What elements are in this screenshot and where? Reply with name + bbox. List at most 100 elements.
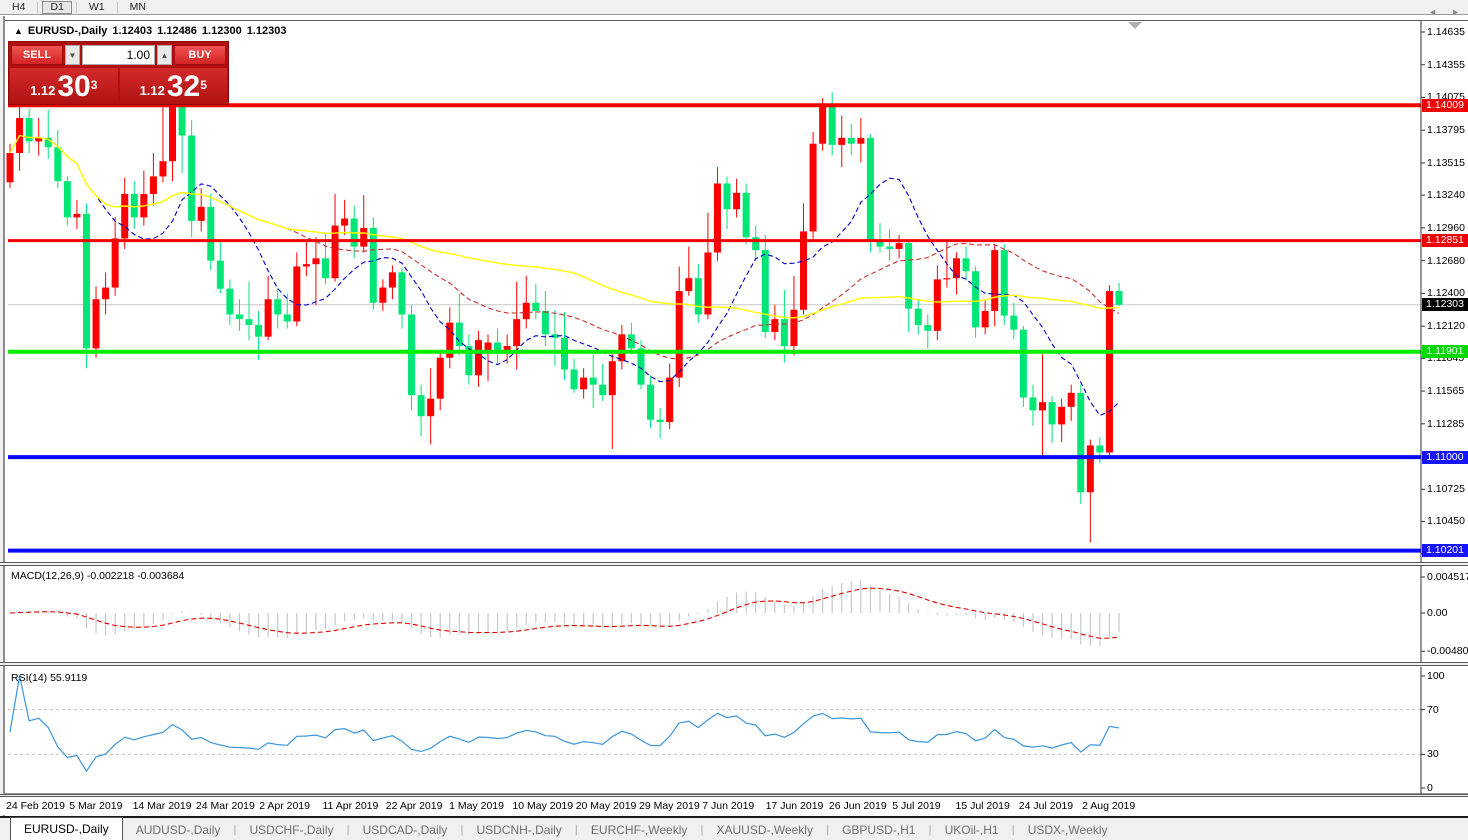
rsi-line <box>9 675 1120 773</box>
candle-body <box>25 117 33 142</box>
candle-body <box>63 181 71 218</box>
candle-body <box>1105 291 1113 453</box>
candle-body <box>369 227 377 303</box>
tab-gbpusd-h1[interactable]: GBPUSD-,H1 <box>842 822 916 837</box>
date-tick-label: 14 Mar 2019 <box>132 800 192 812</box>
collapse-trade-panel-icon[interactable]: ▲ <box>14 26 23 36</box>
tab-eurusd-daily[interactable]: EURUSD-,Daily <box>10 817 123 840</box>
price-tick-label: 1.11285 <box>1427 417 1465 430</box>
panel-separator[interactable] <box>0 562 1468 566</box>
candle-body <box>962 258 970 272</box>
price-tick-label: 1.14635 <box>1427 26 1465 38</box>
candle-body <box>321 258 329 279</box>
candle-body <box>398 272 406 315</box>
price-tick-label: 1.14355 <box>1427 58 1465 71</box>
timeframe-button-d1[interactable]: D1 <box>42 0 72 14</box>
timeframe-button-h4[interactable]: H4 <box>12 1 26 13</box>
tab-usdcad-daily[interactable]: USDCAD-,Daily <box>362 822 448 837</box>
tab-xauusd-weekly[interactable]: XAUUSD-,Weekly <box>716 822 813 837</box>
price-tick-label: 1.12120 <box>1427 320 1465 333</box>
candle-body <box>197 206 205 221</box>
candle-body <box>1000 250 1008 316</box>
candle-body <box>723 183 731 210</box>
date-tick-label: 15 Jul 2019 <box>955 800 1010 812</box>
price-badge: 1.12303 <box>1422 298 1468 312</box>
rsi-tick-label: 0 <box>1427 782 1433 794</box>
candle-body <box>637 348 645 385</box>
rsi-tick-label: 30 <box>1427 748 1439 761</box>
chart-shift-marker-icon[interactable] <box>1128 22 1142 29</box>
chart-header: ▲ EURUSD-,Daily 1.12403 1.12486 1.12300 … <box>14 25 286 37</box>
candle-body <box>771 319 779 332</box>
volume-input[interactable] <box>82 45 155 65</box>
candle-body <box>952 258 960 279</box>
tab-scroll-right-icon[interactable]: ► <box>1451 7 1460 17</box>
date-tick-label: 24 Feb 2019 <box>6 800 65 812</box>
candle-body <box>895 243 903 249</box>
buy-button[interactable]: BUY <box>174 45 226 65</box>
candle-body <box>188 135 196 221</box>
toolbar-separator <box>37 1 39 13</box>
candle-body <box>761 250 769 332</box>
tab-separator: | <box>574 822 578 836</box>
candle-body <box>245 319 253 325</box>
volume-increase-stepper[interactable]: ▲ <box>157 45 172 65</box>
sell-button[interactable]: SELL <box>11 45 63 65</box>
price-badge: 1.10201 <box>1422 544 1468 558</box>
candle-body <box>656 419 664 423</box>
candle-body <box>704 252 712 315</box>
chart-tab-bar: EURUSD-,Daily AUDUSD-,Daily | USDCHF-,Daily… <box>0 816 1468 840</box>
candle-body <box>417 395 425 417</box>
candle-body <box>331 225 339 279</box>
price-tick-label: 1.11565 <box>1427 385 1465 398</box>
candle-body <box>790 309 798 347</box>
toolbar-separator <box>116 1 118 13</box>
date-tick-label: 5 Mar 2019 <box>69 800 123 812</box>
price-tick-label: 1.12400 <box>1427 287 1465 300</box>
candle-body <box>914 308 922 325</box>
tab-nav: ◄ ► <box>1428 7 1460 17</box>
ma-line-60 <box>9 134 1120 319</box>
candle-body <box>589 377 597 385</box>
timeframe-button-w1[interactable]: W1 <box>88 1 105 13</box>
tab-audusd-daily[interactable]: AUDUSD-,Daily <box>135 822 221 837</box>
rsi-tick-label: 70 <box>1427 703 1439 716</box>
window-left-edge <box>0 16 5 840</box>
tab-usdx-weekly[interactable]: USDX-,Weekly <box>1027 822 1108 837</box>
sell-price-prefix: 1.12 <box>30 83 56 98</box>
tab-usdchf-daily[interactable]: USDCHF-,Daily <box>249 822 334 837</box>
buy-price-prefix: 1.12 <box>139 83 165 98</box>
buy-price-sup: 5 <box>200 78 207 92</box>
chart-symbol-label: EURUSD-,Daily <box>27 25 108 37</box>
toolbar-separator <box>75 1 77 13</box>
timeframe-button-mn[interactable]: MN <box>129 1 146 13</box>
tab-scroll-left-icon[interactable]: ◄ <box>1428 7 1438 17</box>
candle-body <box>991 250 999 311</box>
tab-usdcnh-daily[interactable]: USDCNH-,Daily <box>476 822 562 837</box>
date-tick-label: 20 May 2019 <box>575 800 637 812</box>
candle-body <box>800 231 808 310</box>
volume-decrease-stepper[interactable]: ▼ <box>65 45 80 65</box>
candle-body <box>226 288 234 315</box>
ohlc-open: 1.12403 <box>112 25 153 37</box>
candle-body <box>1029 397 1037 411</box>
tab-ukoil-h1[interactable]: UKOil-,H1 <box>944 822 999 837</box>
candle-body <box>570 369 578 390</box>
price-badge: 1.12851 <box>1422 234 1468 248</box>
macd-tick-label: 0.00 <box>1427 607 1448 619</box>
candle-body <box>742 192 750 238</box>
candle-body <box>857 137 865 144</box>
candle-body <box>379 287 387 303</box>
buy-price-tile[interactable]: 1.12 32 5 <box>119 68 227 104</box>
date-tick-label: 2 Aug 2019 <box>1082 800 1136 812</box>
ma-line-10 <box>9 134 1120 417</box>
tab-eurchf-weekly[interactable]: EURCHF-,Weekly <box>590 822 688 837</box>
candle-body <box>819 106 827 144</box>
panel-separator[interactable] <box>0 662 1468 666</box>
candle-body <box>82 213 90 349</box>
sell-price-tile[interactable]: 1.12 30 3 <box>10 68 118 104</box>
candle-body <box>474 340 482 376</box>
candle-body <box>159 161 167 177</box>
ohlc-high: 1.12486 <box>157 25 197 37</box>
